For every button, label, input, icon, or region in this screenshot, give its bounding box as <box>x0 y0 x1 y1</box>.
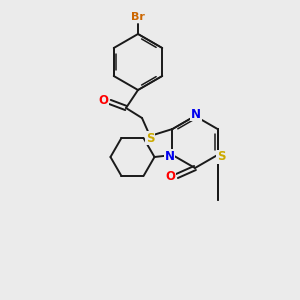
Text: N: N <box>191 107 201 121</box>
Text: O: O <box>165 170 175 184</box>
Text: S: S <box>146 131 154 145</box>
Text: S: S <box>217 151 226 164</box>
Text: O: O <box>98 94 108 107</box>
Text: N: N <box>164 149 175 163</box>
Text: Br: Br <box>131 12 145 22</box>
